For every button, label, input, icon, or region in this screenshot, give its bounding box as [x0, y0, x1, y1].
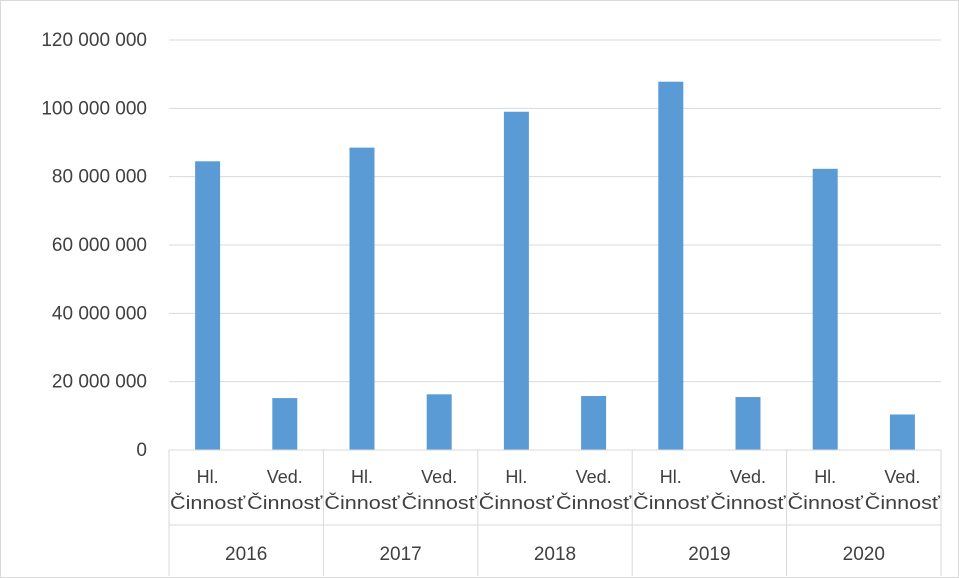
y-tick-label: 0: [136, 440, 147, 461]
grid-lines: [169, 39, 941, 383]
category-label-line1: Hl.: [351, 467, 373, 487]
category-label-line1: Ved.: [730, 467, 766, 487]
category-label-line2: Činnosť: [710, 492, 785, 513]
category-label-line2: Činnosť: [633, 492, 708, 513]
bars: [195, 81, 915, 450]
y-tick-label: 80 000 000: [52, 167, 147, 188]
category-label-line1: Hl.: [505, 467, 527, 487]
year-label: 2019: [688, 544, 730, 565]
y-tick-label: 20 000 000: [52, 372, 147, 393]
category-label-line1: Ved.: [267, 467, 303, 487]
category-label-line1: Hl.: [814, 467, 836, 487]
category-label-line2: Činnosť: [788, 492, 863, 513]
bar: [812, 168, 838, 450]
year-label: 2020: [843, 544, 885, 565]
bar: [426, 394, 452, 450]
bar: [503, 111, 529, 450]
bar: [272, 398, 298, 450]
category-labels: Hl. Činnosť Ved. Činnosť Hl. Činnosť Ved. Činno…: [170, 467, 940, 565]
y-tick-label: 100 000 000: [41, 98, 147, 119]
category-label-line2: Činnosť: [324, 492, 399, 513]
category-label-line2: Činnosť: [247, 492, 322, 513]
category-label-line2: Činnosť: [402, 492, 477, 513]
y-tick-label: 120 000 000: [41, 30, 147, 51]
category-label-line1: Hl.: [197, 467, 219, 487]
y-tick-label: 40 000 000: [52, 303, 147, 324]
category-axis: [168, 449, 942, 576]
category-label-line1: Ved.: [421, 467, 457, 487]
category-label-line2: Činnosť: [170, 492, 245, 513]
year-label: 2016: [225, 544, 267, 565]
category-label-line2: Činnosť: [479, 492, 554, 513]
y-axis-ticks: 0 20 000 000 40 000 000 60 000 000 80 000 00…: [41, 30, 147, 461]
bar: [889, 414, 915, 450]
category-label-line1: Ved.: [884, 467, 920, 487]
category-label-line1: Hl.: [660, 467, 682, 487]
category-label-line1: Ved.: [576, 467, 612, 487]
bar: [195, 161, 221, 450]
bar: [735, 397, 761, 450]
category-label-line2: Činnosť: [865, 492, 940, 513]
year-label: 2017: [379, 544, 421, 565]
bar: [349, 147, 375, 450]
year-label: 2018: [534, 544, 576, 565]
bar: [581, 396, 607, 450]
bar: [658, 81, 684, 450]
category-label-line2: Činnosť: [556, 492, 631, 513]
y-tick-label: 60 000 000: [52, 235, 147, 256]
